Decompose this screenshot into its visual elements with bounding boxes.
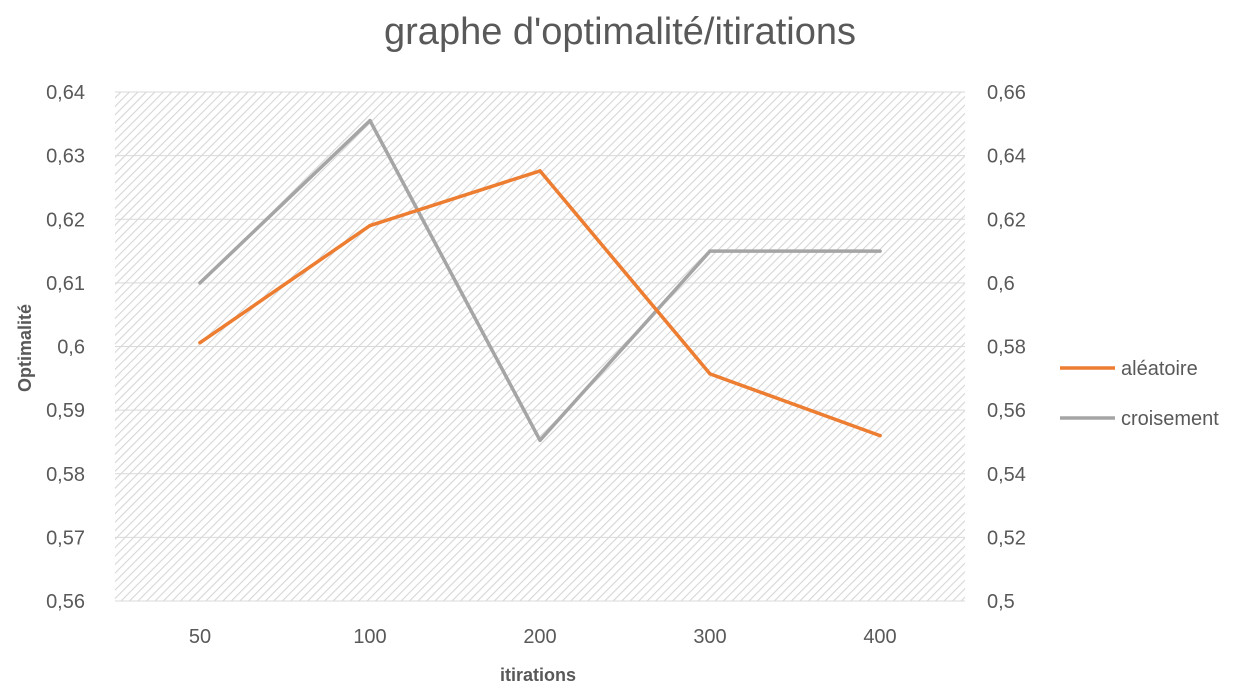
- y2-tick-label: 0,54: [987, 464, 1026, 486]
- gridlines: [115, 91, 965, 602]
- data-point: [878, 249, 882, 253]
- data-point: [878, 433, 882, 438]
- y-axis-right: 0,5 0,52 0,54 0,56 0,58 0,6 0,62 0,64 0,66: [987, 82, 1026, 613]
- series-layer: [198, 118, 882, 443]
- legend-label: aléatoire: [1121, 358, 1198, 380]
- y2-tick-label: 0,58: [987, 337, 1026, 359]
- data-point: [708, 372, 712, 376]
- x-tick-label: 300: [693, 626, 726, 648]
- data-point: [368, 118, 372, 123]
- y2-tick-label: 0,5: [987, 591, 1015, 613]
- y-tick-label: 0,62: [46, 209, 85, 231]
- x-tick-label: 50: [189, 626, 211, 648]
- x-tick-label: 100: [353, 626, 386, 648]
- y-axis-title: Optimalité: [15, 304, 35, 392]
- x-axis: 50 100 200 300 400: [189, 626, 897, 648]
- x-tick-label: 400: [863, 626, 896, 648]
- data-point: [538, 438, 542, 443]
- y2-tick-label: 0,62: [987, 209, 1026, 231]
- y2-tick-label: 0,56: [987, 400, 1026, 422]
- y-tick-label: 0,58: [46, 464, 85, 486]
- data-point: [198, 340, 202, 345]
- y-tick-label: 0,63: [46, 146, 85, 168]
- y2-tick-label: 0,64: [987, 146, 1026, 168]
- y2-tick-label: 0,66: [987, 82, 1026, 104]
- y-tick-label: 0,61: [46, 273, 85, 295]
- data-point: [368, 223, 372, 228]
- chart-title: graphe d'optimalité/itirations: [384, 11, 856, 53]
- y-tick-label: 0,56: [46, 591, 85, 613]
- legend-label: croisement: [1121, 408, 1219, 430]
- x-axis-title: itirations: [500, 665, 576, 685]
- data-point: [708, 249, 712, 253]
- y-tick-label: 0,59: [46, 400, 85, 422]
- legend: aléatoire croisement: [1060, 358, 1219, 430]
- y-tick-label: 0,64: [46, 82, 85, 104]
- data-point: [538, 169, 542, 173]
- y2-tick-label: 0,52: [987, 527, 1026, 549]
- x-tick-label: 200: [523, 626, 556, 648]
- y-tick-label: 0,57: [46, 527, 85, 549]
- y2-tick-label: 0,6: [987, 273, 1015, 295]
- y-axis-left: 0,56 0,57 0,58 0,59 0,6 0,61 0,62 0,63 0,64: [46, 82, 85, 613]
- y-tick-label: 0,6: [57, 337, 85, 359]
- data-point: [198, 281, 202, 285]
